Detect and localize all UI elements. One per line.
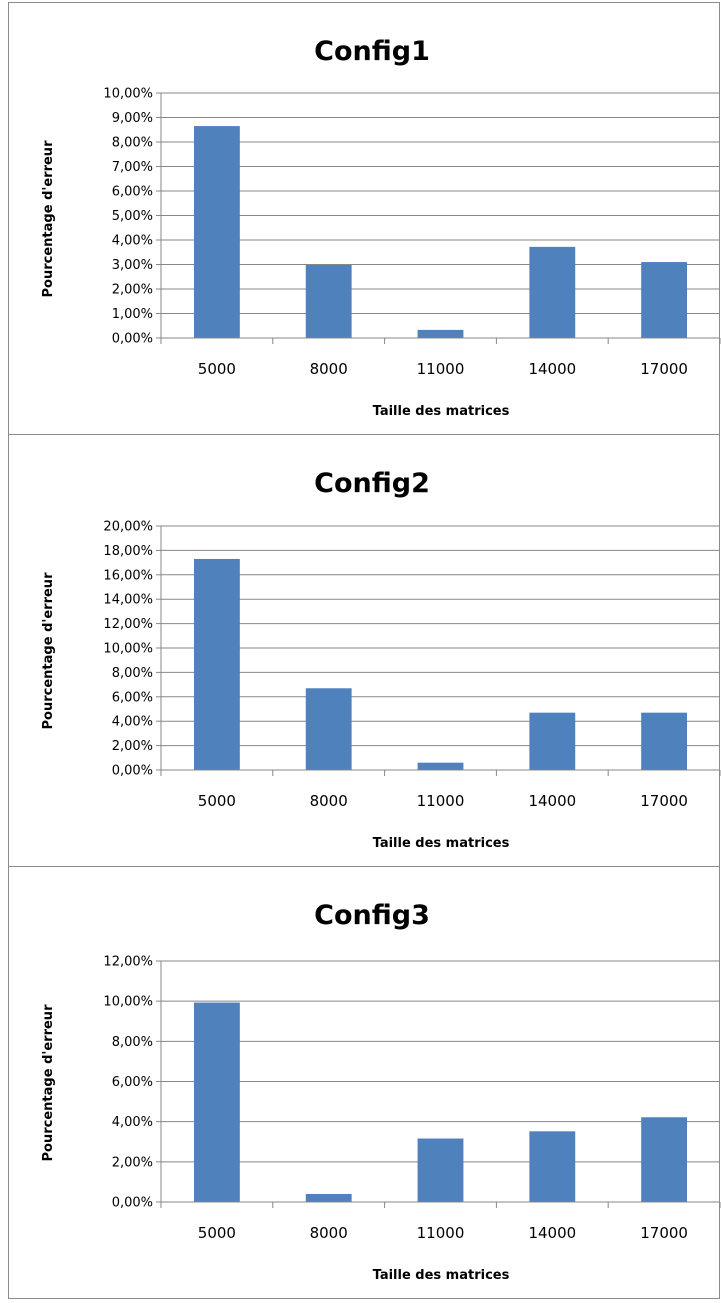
y-tick-label: 16,00%: [103, 568, 153, 583]
y-tick-label: 9,00%: [112, 111, 153, 126]
y-tick-label: 4,00%: [112, 234, 153, 249]
x-axis-label: Taille des matrices: [373, 1268, 510, 1283]
y-axis-label: Pourcentage d'erreur: [41, 140, 56, 298]
x-tick-label: 17000: [640, 792, 688, 810]
x-axis-label: Taille des matrices: [373, 404, 510, 419]
y-tick-label: 18,00%: [103, 544, 153, 559]
x-tick-label: 14000: [528, 1224, 576, 1242]
bar: [417, 329, 464, 338]
x-tick-label: 11000: [417, 1224, 465, 1242]
chart-svg-3: Config3 Pourcentage d'erreur Taille des …: [41, 900, 721, 1283]
y-tick-label: 4,00%: [112, 715, 153, 730]
x-tick-label: 8000: [310, 792, 348, 810]
chart-title: Config1: [314, 36, 430, 67]
x-tick-label: 5000: [198, 1224, 236, 1242]
y-tick-label: 2,00%: [112, 283, 153, 298]
chart-panel-2: Config2 Pourcentage d'erreur Taille des …: [8, 434, 721, 867]
chart-title: Config3: [314, 900, 430, 931]
bar: [641, 262, 688, 338]
bar: [305, 264, 352, 338]
bar: [529, 1131, 576, 1202]
bar: [417, 762, 464, 770]
bar: [529, 246, 576, 338]
x-tick-label: 5000: [198, 792, 236, 810]
y-axis-label: Pourcentage d'erreur: [41, 1004, 56, 1162]
chart-panel-3: Config3 Pourcentage d'erreur Taille des …: [8, 866, 721, 1299]
x-tick-label: 17000: [640, 1224, 688, 1242]
y-tick-label: 2,00%: [112, 739, 153, 754]
y-tick-label: 7,00%: [112, 160, 153, 175]
x-axis-label: Taille des matrices: [373, 836, 510, 851]
y-tick-label: 12,00%: [103, 617, 153, 632]
y-tick-label: 10,00%: [103, 87, 153, 102]
bar: [641, 712, 688, 770]
x-tick-label: 11000: [417, 792, 465, 810]
x-tick-label: 8000: [310, 1224, 348, 1242]
x-tick-label: 8000: [310, 360, 348, 378]
chart-title: Config2: [314, 468, 430, 499]
bar: [193, 126, 240, 338]
chart-panel-1: Config1 Pourcentage d'erreur Taille des …: [8, 2, 721, 435]
bar: [193, 1002, 240, 1202]
y-tick-label: 8,00%: [112, 666, 153, 681]
x-tick-label: 17000: [640, 360, 688, 378]
y-tick-label: 6,00%: [112, 185, 153, 200]
y-tick-label: 4,00%: [112, 1115, 153, 1130]
y-tick-label: 6,00%: [112, 690, 153, 705]
y-tick-label: 0,00%: [112, 332, 153, 347]
bar: [305, 688, 352, 770]
y-tick-label: 10,00%: [103, 995, 153, 1010]
y-tick-label: 14,00%: [103, 593, 153, 608]
x-tick-label: 5000: [198, 360, 236, 378]
bar: [641, 1117, 688, 1202]
y-tick-label: 5,00%: [112, 209, 153, 224]
y-tick-label: 1,00%: [112, 307, 153, 322]
chart-svg-1: Config1 Pourcentage d'erreur Taille des …: [41, 36, 721, 419]
y-tick-label: 8,00%: [112, 1035, 153, 1050]
bar: [529, 712, 576, 770]
x-tick-label: 14000: [528, 360, 576, 378]
y-tick-label: 10,00%: [103, 642, 153, 657]
chart-svg-2: Config2 Pourcentage d'erreur Taille des …: [41, 468, 721, 851]
y-tick-label: 0,00%: [112, 764, 153, 779]
y-tick-label: 6,00%: [112, 1075, 153, 1090]
bar: [417, 1138, 464, 1202]
bar: [305, 1193, 352, 1202]
y-axis-label: Pourcentage d'erreur: [41, 572, 56, 730]
y-tick-label: 3,00%: [112, 258, 153, 273]
bar: [193, 558, 240, 770]
x-tick-label: 14000: [528, 792, 576, 810]
y-tick-label: 8,00%: [112, 136, 153, 151]
y-tick-label: 2,00%: [112, 1155, 153, 1170]
x-tick-label: 11000: [417, 360, 465, 378]
y-tick-label: 20,00%: [103, 520, 153, 535]
y-tick-label: 0,00%: [112, 1196, 153, 1211]
y-tick-label: 12,00%: [103, 955, 153, 970]
